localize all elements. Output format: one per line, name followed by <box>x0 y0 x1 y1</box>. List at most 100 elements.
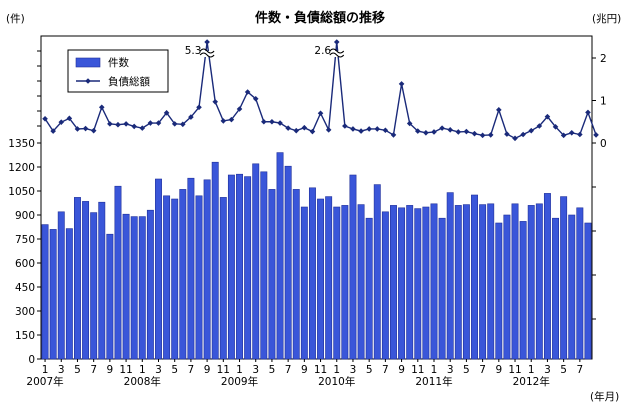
left-axis-tick-label: 600 <box>15 258 35 270</box>
x-axis-month-label: 9 <box>398 364 405 376</box>
x-axis-month-label: 9 <box>204 364 211 376</box>
series-point <box>244 89 251 95</box>
series-point <box>277 120 283 126</box>
legend-bar-swatch <box>75 57 101 68</box>
bar <box>430 203 438 360</box>
series-point <box>252 96 259 102</box>
bar <box>227 174 235 360</box>
bar <box>568 214 576 360</box>
bar <box>65 228 73 360</box>
series-point <box>568 130 575 136</box>
left-axis-tick-label: 0 <box>28 354 35 366</box>
x-axis-month-label: 7 <box>90 364 97 376</box>
x-axis-month-label: 5 <box>171 364 178 376</box>
bar <box>535 203 543 360</box>
bar <box>503 214 511 360</box>
bar <box>357 204 365 360</box>
axis-break-mark <box>329 52 345 58</box>
series-point <box>196 104 202 111</box>
series-point <box>552 124 559 130</box>
x-axis-month-label: 9 <box>495 364 502 376</box>
series-point <box>382 127 389 134</box>
bar <box>390 205 397 360</box>
bar <box>479 204 487 360</box>
x-axis-month-label: 1 <box>42 364 49 376</box>
series-point <box>439 125 445 131</box>
series-point <box>325 127 332 133</box>
bar <box>292 189 300 360</box>
series-point <box>504 131 510 137</box>
series-point <box>58 119 65 125</box>
bar <box>576 207 584 360</box>
bar <box>74 197 81 360</box>
x-axis-month-label: 11 <box>411 364 424 376</box>
bar <box>219 197 227 360</box>
chart-title: 件数・負債総額の推移 <box>255 10 385 26</box>
bar <box>317 198 325 360</box>
bar <box>333 206 341 360</box>
right-axis-tick-label: 1 <box>600 96 607 108</box>
series-point <box>98 104 105 111</box>
x-axis-month-label: 5 <box>269 364 276 376</box>
x-axis-year-label: 2011年 <box>415 375 452 388</box>
x-axis-month-label: 3 <box>58 364 65 376</box>
bar <box>82 201 90 360</box>
bar <box>171 198 179 360</box>
series-point <box>520 131 526 138</box>
series-point <box>585 109 591 116</box>
series-point <box>204 39 210 45</box>
bar <box>552 217 559 360</box>
series-point <box>366 126 372 132</box>
series-point <box>261 118 267 125</box>
left-axis-tick-label: 1050 <box>8 186 35 198</box>
bar <box>308 187 316 360</box>
x-axis-month-label: 5 <box>560 364 567 376</box>
series-point <box>123 121 129 127</box>
x-axis-month-label: 9 <box>301 364 308 376</box>
series-point <box>423 130 429 136</box>
series-point <box>188 114 194 120</box>
series-point <box>90 127 97 134</box>
series-point <box>350 126 356 132</box>
bar <box>373 184 381 360</box>
bar <box>114 185 122 360</box>
series-point <box>42 115 48 122</box>
x-axis-month-label: 9 <box>107 364 114 376</box>
series-point <box>398 81 405 87</box>
series-point <box>512 135 518 142</box>
bar <box>268 189 276 360</box>
bar <box>284 165 292 360</box>
bar <box>236 173 243 360</box>
bar <box>487 203 495 360</box>
series-point <box>180 121 186 128</box>
left-axis-tick-label: 750 <box>15 234 35 246</box>
bar <box>276 152 284 360</box>
series-point <box>285 125 291 131</box>
x-axis-month-label: 5 <box>463 364 470 376</box>
series-point <box>171 121 178 127</box>
axis-break-mark <box>199 52 215 58</box>
x-axis-month-label: 1 <box>431 364 438 376</box>
series-point <box>220 118 227 124</box>
bar <box>584 222 592 360</box>
bar <box>106 233 114 360</box>
x-axis-year-label: 2009年 <box>221 375 258 388</box>
axis-break-gap <box>200 51 215 57</box>
plot-frame <box>40 35 593 360</box>
series-point <box>455 129 462 135</box>
series-point <box>471 130 478 137</box>
right-axis-unit: (兆円) <box>592 13 621 25</box>
bar <box>422 206 430 360</box>
series-point <box>390 132 397 138</box>
series-point <box>228 116 235 123</box>
x-axis-month-label: 5 <box>74 364 81 376</box>
bar <box>252 163 260 360</box>
bar <box>90 212 98 360</box>
series-point <box>487 132 494 138</box>
legend-bar-label: 件数 <box>108 56 129 69</box>
bar <box>511 203 519 360</box>
bar <box>130 216 138 360</box>
bar <box>438 217 446 360</box>
bar <box>495 222 503 360</box>
